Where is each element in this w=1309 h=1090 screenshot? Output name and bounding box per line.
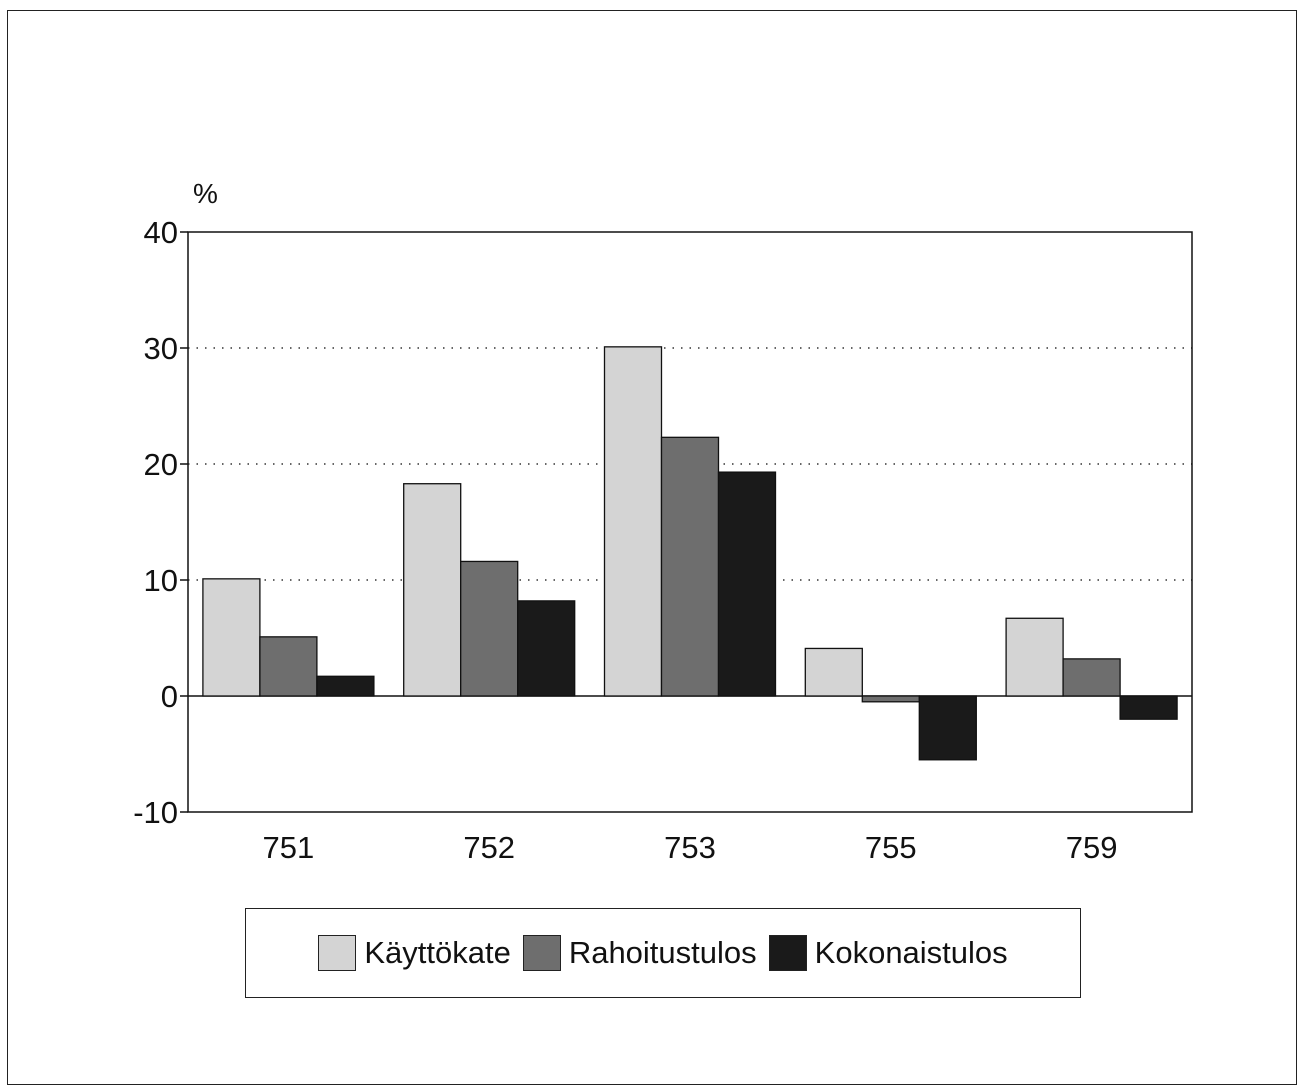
plot-border — [187, 231, 1193, 813]
x-tick-label: 751 — [263, 830, 315, 865]
y-axis-unit-label: % — [193, 178, 218, 209]
legend-item: Rahoitustulos — [522, 935, 757, 971]
bar-rahoitustulos-753 — [660, 436, 720, 697]
bar-käyttökate-755 — [804, 647, 863, 697]
legend-swatch — [768, 935, 807, 971]
x-tick-label: 753 — [664, 830, 716, 865]
legend-label: Käyttökate — [364, 935, 511, 970]
bar-rahoitustulos-752 — [460, 560, 519, 697]
x-axis: 751 752 753 755 759 — [263, 830, 1118, 865]
x-tick-label: 752 — [463, 830, 515, 865]
legend-swatch — [522, 935, 561, 971]
legend-swatch — [318, 935, 357, 971]
bar-kokonaistulos-751 — [316, 675, 375, 697]
y-tick-label: -10 — [133, 795, 178, 830]
bar-käyttökate-752 — [403, 483, 462, 697]
x-tick-label: 755 — [865, 830, 917, 865]
x-tick-label: 759 — [1066, 830, 1118, 865]
y-tick-label: 40 — [144, 215, 178, 250]
legend-label: Kokonaistulos — [814, 935, 1008, 970]
bar-rahoitustulos-759 — [1062, 658, 1121, 697]
legend-item: Kokonaistulos — [768, 935, 1008, 971]
bar-kokonaistulos-752 — [517, 600, 576, 697]
bar-rahoitustulos-751 — [259, 636, 318, 697]
legend: Käyttökate Rahoitustulos Kokonaistulos — [245, 908, 1081, 998]
y-tick-label: 10 — [144, 563, 178, 598]
bar-käyttökate-753 — [603, 346, 663, 697]
y-tick-label: 0 — [161, 679, 178, 714]
bar-kokonaistulos-759 — [1119, 695, 1178, 720]
bar-rahoitustulos-755 — [861, 695, 920, 703]
legend-item: Käyttökate — [318, 935, 511, 971]
bars — [202, 346, 1178, 761]
y-axis: -10 0 10 20 30 40 — [133, 215, 188, 830]
bar-käyttökate-751 — [202, 578, 261, 697]
bar-käyttökate-759 — [1005, 617, 1064, 697]
y-tick-label: 30 — [144, 331, 178, 366]
bar-kokonaistulos-755 — [918, 695, 977, 761]
y-tick-label: 20 — [144, 447, 178, 482]
bar-kokonaistulos-753 — [717, 471, 777, 697]
legend-label: Rahoitustulos — [568, 935, 757, 970]
